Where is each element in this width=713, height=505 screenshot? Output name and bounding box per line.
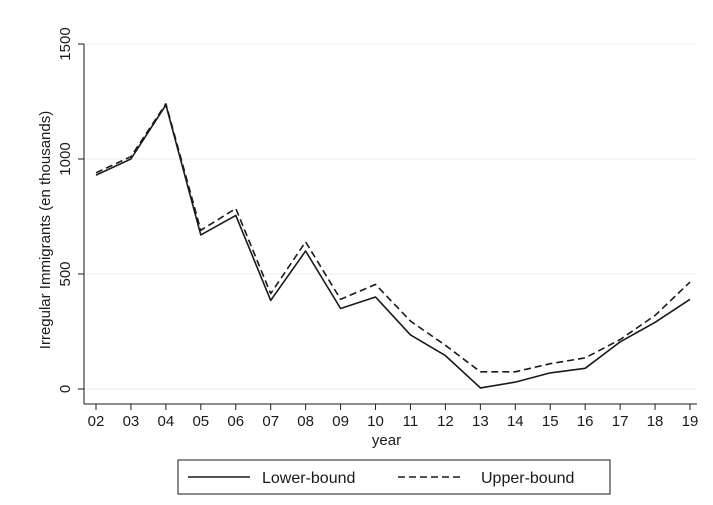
series-line-lower-bound (95, 104, 691, 389)
series-line-upper-bound (95, 103, 691, 373)
x-tick-label: 17 (612, 413, 629, 430)
series-lines (95, 103, 691, 389)
x-tick-label: 11 (403, 413, 419, 430)
x-tick-label: 14 (507, 413, 524, 430)
x-tick-label: 03 (123, 413, 140, 430)
y-axis-ticks: 0 500 1000 1500 (57, 27, 84, 393)
x-axis-ticks: 02 03 04 05 06 07 08 09 10 11 12 13 14 15 16 17 18 19 (88, 404, 699, 430)
x-tick-label: 13 (472, 413, 489, 430)
x-tick-label: 09 (332, 413, 349, 430)
x-tick-label: 08 (297, 413, 314, 430)
x-tick-label: 02 (88, 413, 105, 430)
y-tick-label: 0 (57, 385, 74, 393)
x-axis-title: year (372, 432, 401, 449)
y-axis-title: Irregular Immigrants (en thousands) (37, 111, 54, 349)
y-tick-label: 1500 (57, 27, 74, 60)
legend: Lower-bound Upper-bound (177, 459, 611, 495)
x-tick-label: 18 (647, 413, 664, 430)
x-tick-label: 16 (577, 413, 594, 430)
legend-label-upper-bound: Upper-bound (481, 470, 574, 487)
x-tick-label: 19 (682, 413, 699, 430)
legend-label-lower-bound: Lower-bound (262, 470, 355, 487)
x-tick-label: 15 (542, 413, 559, 430)
y-tick-label: 1000 (57, 142, 74, 175)
x-tick-label: 05 (192, 413, 209, 430)
x-tick-label: 07 (262, 413, 279, 430)
y-tick-label: 500 (57, 261, 74, 286)
x-tick-label: 10 (367, 413, 384, 430)
x-tick-label: 06 (227, 413, 244, 430)
x-tick-label: 12 (437, 413, 454, 430)
grid-lines (84, 43, 697, 390)
x-tick-label: 04 (158, 413, 175, 430)
